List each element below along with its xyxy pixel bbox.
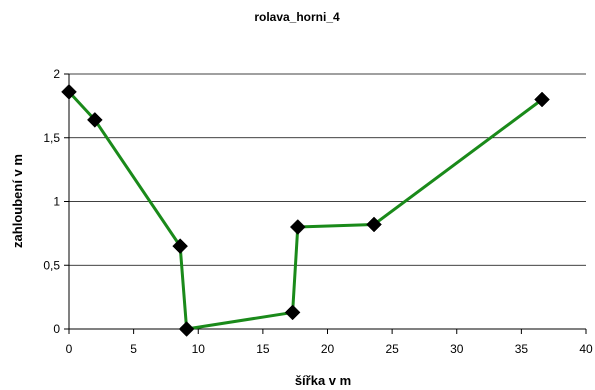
chart-title: rolava_horni_4 [254, 10, 340, 24]
tick-labels: 00,511,520 5 10 15 20 25 30 35 40 [43, 67, 593, 356]
x-axis-label: šířka v m [295, 373, 351, 388]
x-tick-label-6: 30 [450, 342, 464, 356]
x-tick-label-5: 25 [385, 342, 399, 356]
x-tick-label-7: 35 [515, 342, 529, 356]
x-tick-label-3: 15 [256, 342, 270, 356]
data-point-1 [86, 112, 103, 128]
gridlines [69, 73, 586, 266]
y-tick-label-3: 1,5 [43, 131, 60, 145]
data-point-5 [289, 219, 306, 235]
y-tick-label-2: 1 [53, 195, 60, 209]
plot-area [61, 83, 550, 337]
data-point-3 [178, 321, 195, 337]
axes [64, 73, 587, 334]
x-tick-label-8: 40 [579, 342, 593, 356]
data-point-7 [534, 91, 550, 108]
series-line-0 [67, 90, 543, 331]
data-point-4 [284, 304, 301, 321]
y-tick-label-0: 0 [53, 322, 60, 336]
x-tick-label-1: 5 [130, 342, 137, 356]
x-tick-label-4: 20 [321, 342, 335, 356]
y-tick-label-1: 0,5 [43, 258, 60, 272]
x-tick-label-0: 0 [66, 342, 73, 356]
data-point-0 [61, 83, 77, 100]
y-axis-label: zahloubení v m [10, 154, 25, 248]
data-point-6 [366, 216, 382, 233]
data-point-2 [172, 238, 189, 254]
y-tick-label-4: 2 [53, 67, 60, 81]
x-tick-label-2: 10 [192, 342, 206, 356]
